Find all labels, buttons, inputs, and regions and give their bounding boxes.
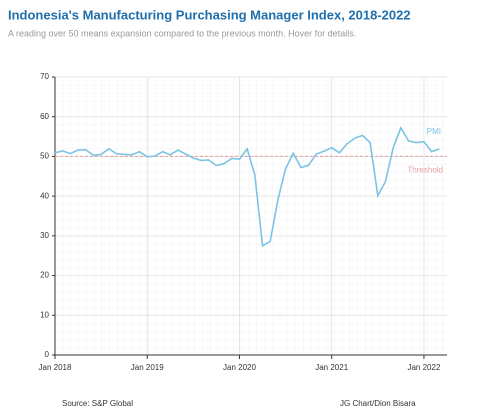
y-tick-label: 0 bbox=[45, 350, 50, 359]
y-tick-label: 30 bbox=[40, 231, 49, 240]
y-tick-label: 20 bbox=[40, 271, 49, 280]
source: Source: S&P Global bbox=[62, 399, 133, 408]
y-tick-label: 70 bbox=[40, 72, 49, 81]
y-tick-label: 10 bbox=[40, 310, 49, 319]
y-tick-label: 60 bbox=[40, 112, 49, 121]
x-tick-label: Jan 2019 bbox=[131, 363, 164, 372]
x-tick-label: Jan 2018 bbox=[39, 363, 72, 372]
threshold-label: Threshold bbox=[407, 166, 443, 175]
x-tick-label: Jan 2020 bbox=[223, 363, 256, 372]
x-tick-label: Jan 2021 bbox=[315, 363, 348, 372]
credit: JG Chart/Dion Bisara bbox=[340, 399, 416, 408]
y-tick-label: 50 bbox=[40, 152, 49, 161]
x-tick-label: Jan 2022 bbox=[407, 363, 440, 372]
chart-subtitle: A reading over 50 means expansion compar… bbox=[8, 28, 356, 38]
minor-grid bbox=[55, 77, 447, 355]
y-tick-label: 40 bbox=[40, 191, 49, 200]
series-label: PMI bbox=[427, 127, 441, 136]
chart-title: Indonesia's Manufacturing Purchasing Man… bbox=[8, 7, 411, 22]
line bbox=[54, 125, 440, 248]
